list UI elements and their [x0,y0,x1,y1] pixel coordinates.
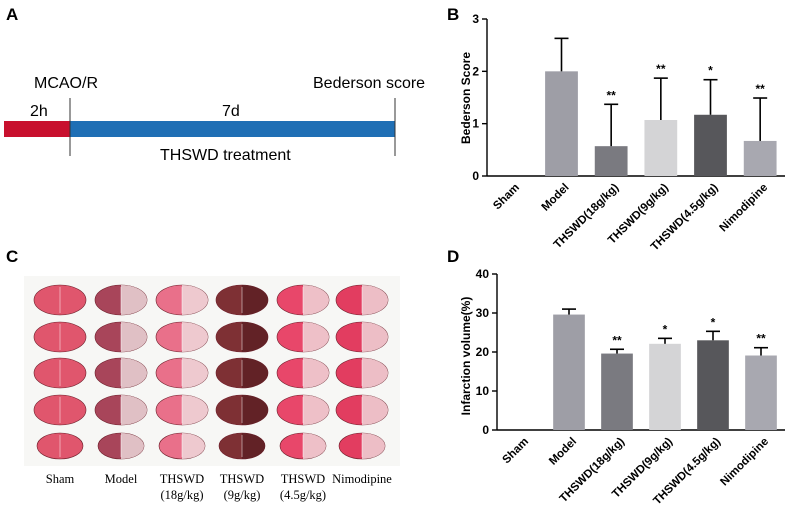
x-tick-label: Model [540,182,572,214]
infarct-region [303,358,329,388]
infarct-region [362,358,388,388]
x-tick-label: Model [547,436,579,468]
y-axis-label: Bederson Score [459,52,473,144]
bar [594,146,628,176]
infarct-region [242,395,268,425]
treatment-label: THSWD treatment [160,147,291,164]
y-tick-label: 0 [482,423,489,437]
group-label-dose: (9g/kg) [224,488,261,502]
infarct-region [303,322,329,352]
y-tick-label: 10 [476,384,490,398]
significance-label: ** [756,332,766,346]
y-tick-label: 0 [472,169,479,183]
group-label-dose: (4.5g/kg) [280,488,326,502]
panel-a: A MCAO/R Bederson score 2h 7d THSWD trea… [4,5,425,164]
infarct-region [362,285,388,315]
group-label-dose: (18g/kg) [160,488,203,502]
bar [745,355,777,430]
infarct-region [182,358,208,388]
infarct-region [242,433,265,459]
significance-label: ** [656,62,666,76]
group-label: THSWD [281,472,325,486]
panel-d-letter: D [447,247,459,266]
phase1-duration: 2h [30,103,48,120]
bar [743,140,777,176]
bar [553,314,585,430]
significance-label: ** [606,88,616,102]
y-tick-label: 3 [472,12,479,26]
infarct-region [121,322,147,352]
infarct-region [121,395,147,425]
infarct-region [303,433,326,459]
infarct-region [182,285,208,315]
infarct-region [121,433,144,459]
significance-label: ** [612,333,622,347]
treatment-phase-bar [70,121,395,137]
group-label: THSWD [220,472,264,486]
phase2-duration: 7d [222,103,240,120]
significance-label: * [708,64,713,78]
x-tick-label: Nimodipine [718,436,771,489]
panel-a-letter: A [6,5,18,24]
infarct-region [182,433,205,459]
group-label: Nimodipine [332,472,392,486]
infarct-region [242,322,268,352]
bar [644,120,678,176]
infarct-region [242,358,268,388]
panel-b-letter: B [447,5,459,24]
bar [694,114,727,176]
group-label: THSWD [160,472,204,486]
infarct-region [362,433,385,459]
y-tick-label: 2 [472,64,479,78]
x-tick-label: Sham [491,182,522,213]
x-tick-label: Sham [500,436,531,467]
bar [601,353,633,430]
mcao-label: MCAO/R [34,75,98,92]
panel-d: D Infarction volume(%) 0 10 20 30 40 Sham Mode… [447,247,785,506]
significance-label: * [663,322,668,336]
bederson-score-label: Bederson score [313,75,425,92]
group-label: Model [105,472,138,486]
group-label: Sham [46,472,75,486]
infarct-region [121,358,147,388]
infarct-region [303,285,329,315]
infarct-region [362,395,388,425]
infarct-region [242,285,268,315]
bar [649,343,681,430]
panel-c: C Sham Model THSWD (18g/kg) THSWD (9g/kg) THSW… [6,247,400,502]
y-tick-label: 20 [476,345,490,359]
infarct-region [362,322,388,352]
infarct-region [182,395,208,425]
panel-c-letter: C [6,247,18,266]
y-axis-label: Infarction volume(%) [459,297,473,416]
infarct-region [121,285,147,315]
significance-label: * [711,315,716,329]
infarct-region [303,395,329,425]
ischemia-phase-bar [4,121,70,137]
bar [697,340,729,430]
x-tick-label: Nimodipine [718,182,771,235]
y-tick-label: 1 [472,117,479,131]
infarct-region [182,322,208,352]
y-tick-label: 40 [476,267,490,281]
bar [545,71,578,176]
significance-label: ** [755,82,765,96]
y-tick-label: 30 [476,306,490,320]
